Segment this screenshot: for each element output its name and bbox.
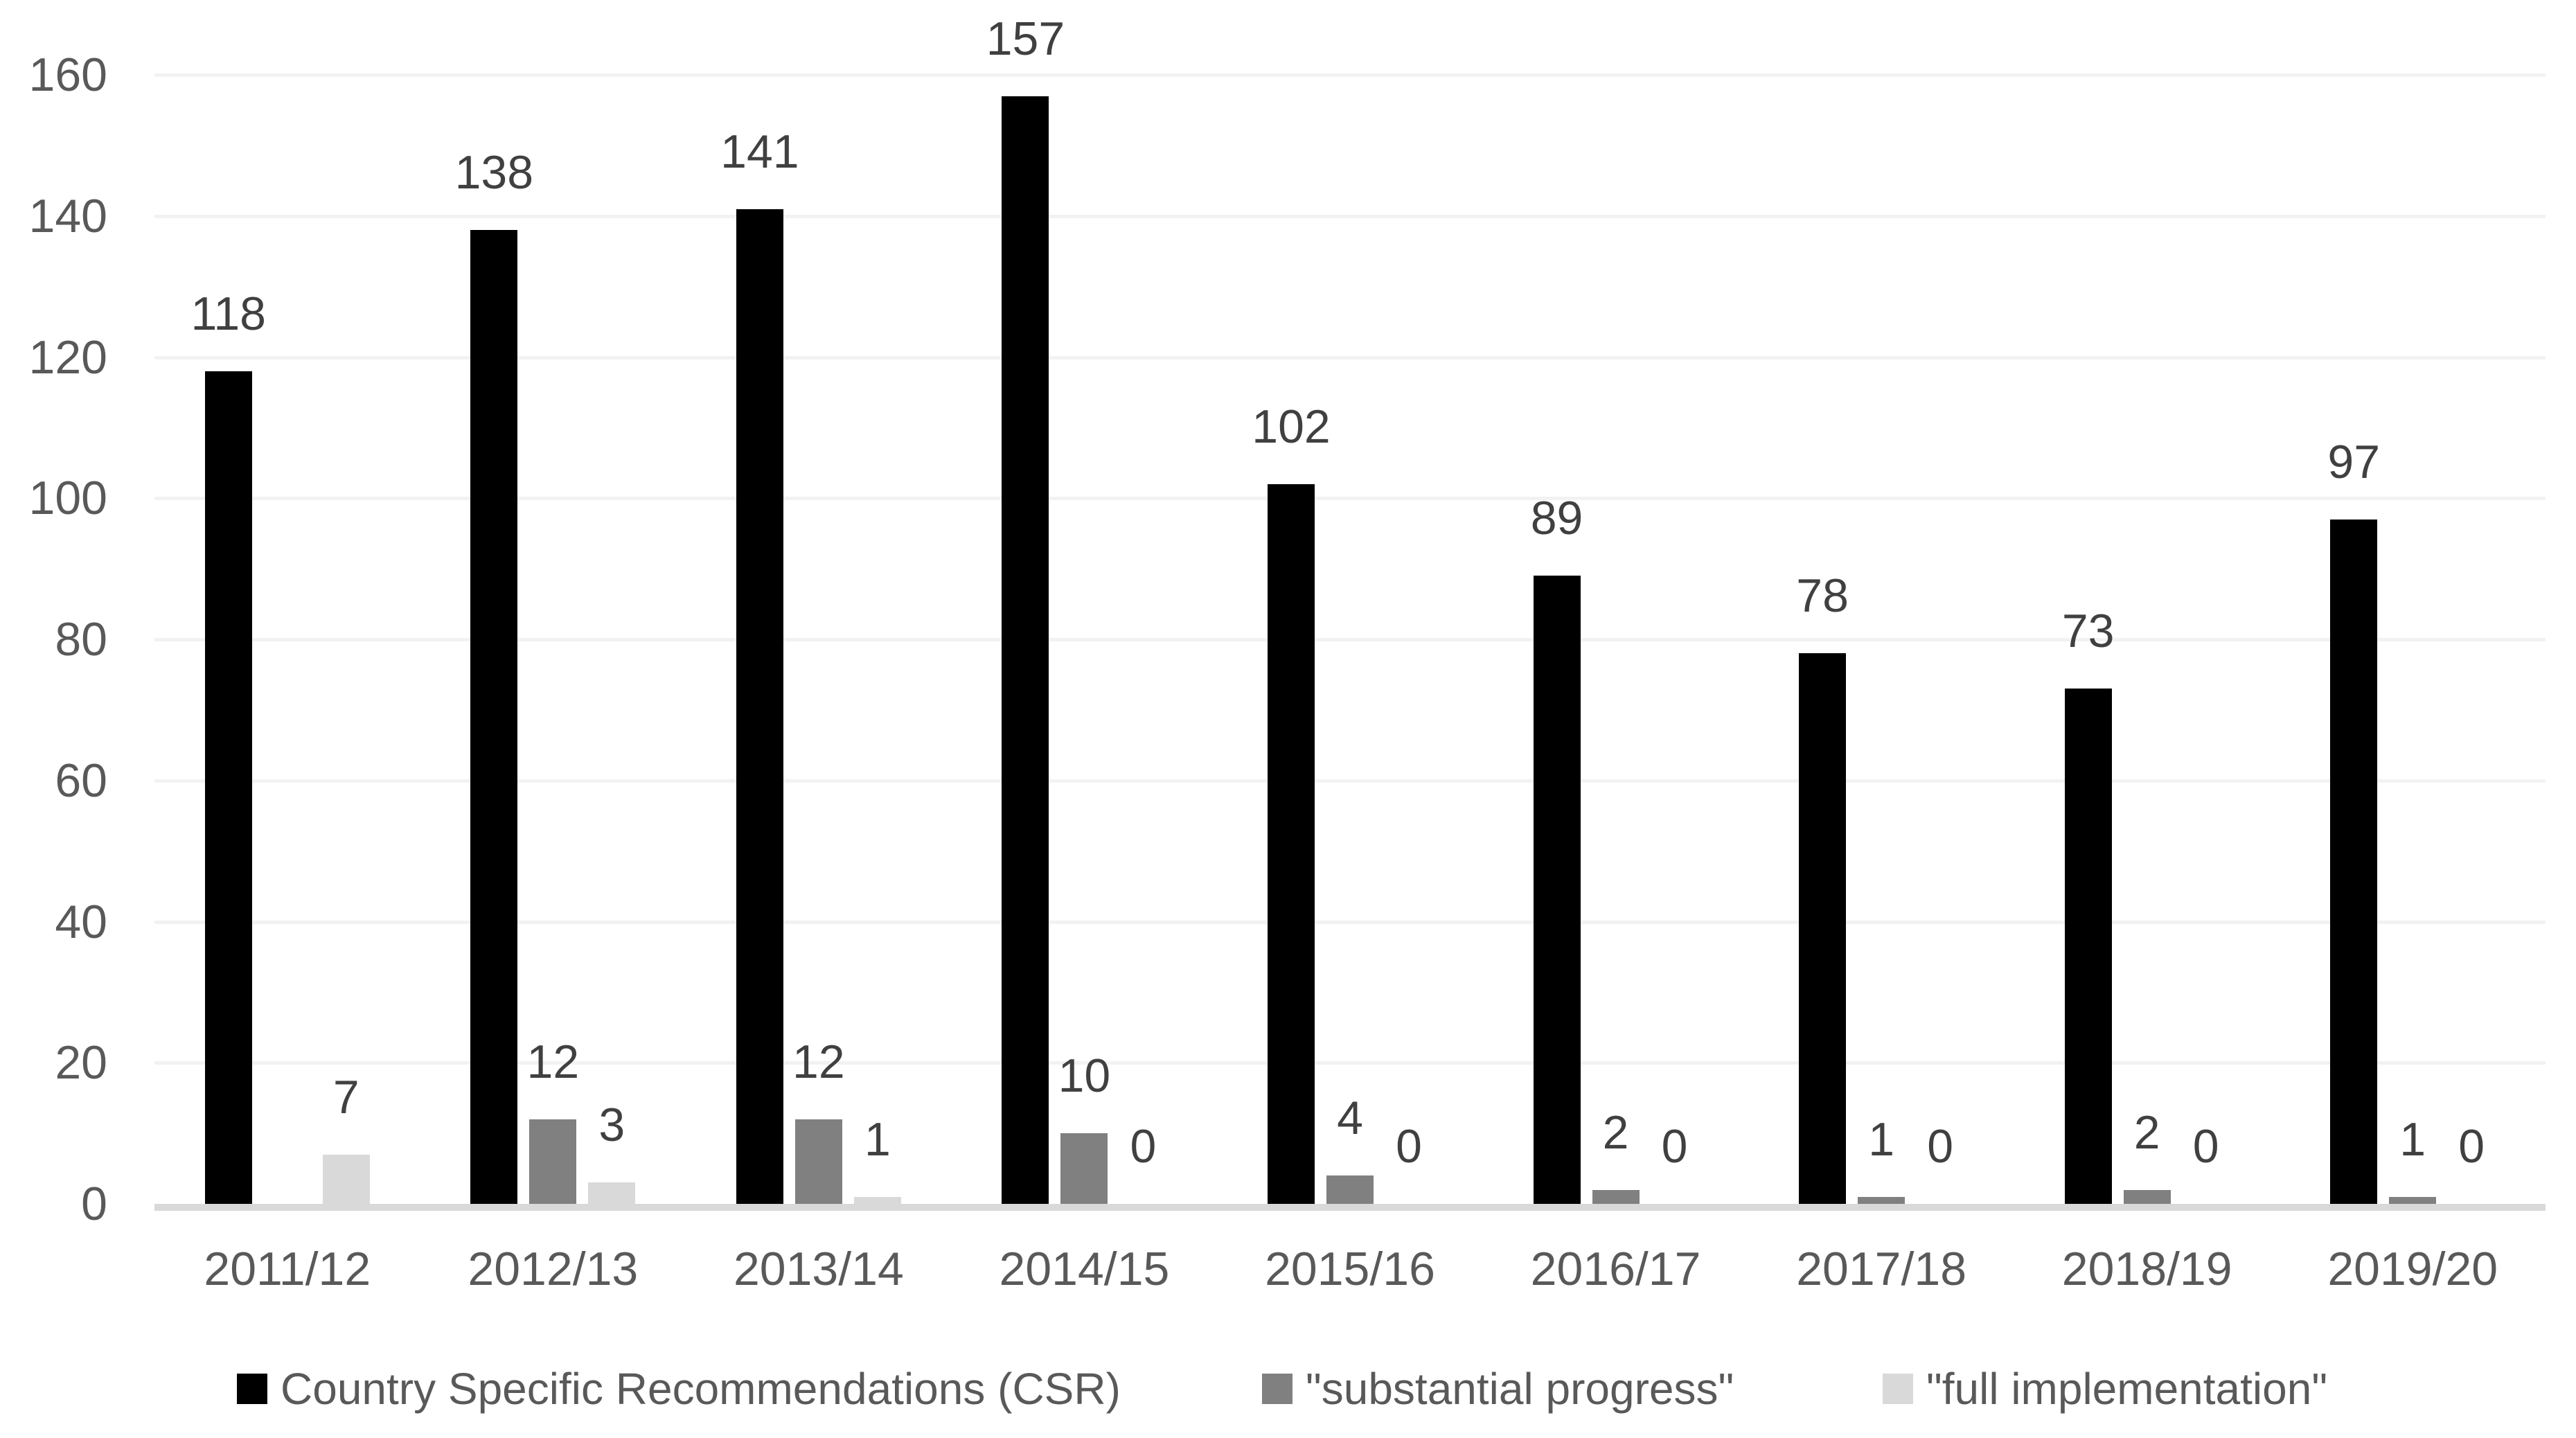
data-label-full-implementation-2018-19: 0 — [2192, 1120, 2219, 1173]
data-label-full-implementation-2019-20: 0 — [2458, 1120, 2485, 1173]
bar-csr-2014-15 — [1002, 96, 1049, 1204]
bar-csr-2015-16 — [1268, 483, 1315, 1204]
bar-csr-2018-19 — [2064, 689, 2112, 1204]
bar-csr-2013-14 — [736, 208, 783, 1204]
bar-substantial-progress-2015-16 — [1326, 1175, 1374, 1204]
bar-full-implementation-2012-13 — [588, 1182, 636, 1204]
data-label-csr-2012-13: 138 — [454, 146, 534, 199]
bar-csr-2016-17 — [1533, 576, 1581, 1204]
x-axis-label-2013-14: 2013/14 — [733, 1243, 904, 1295]
data-label-csr-2013-14: 141 — [720, 125, 799, 178]
gridline-120 — [154, 355, 2546, 360]
legend-swatch-csr — [237, 1374, 267, 1404]
bar-substantial-progress-2016-17 — [1592, 1189, 1640, 1204]
x-axis-label-2017-18: 2017/18 — [1796, 1243, 1967, 1295]
y-tick-label-140: 140 — [28, 189, 107, 242]
legend-item-csr: Country Specific Recommendations (CSR) — [237, 1362, 1121, 1416]
bar-csr-2017-18 — [1799, 653, 1847, 1204]
legend-label-full-implementation: "full implementation" — [1926, 1364, 2328, 1414]
data-label-full-implementation-2012-13: 3 — [598, 1099, 625, 1152]
gridline-40 — [154, 920, 2546, 924]
x-axis-label-2015-16: 2015/16 — [1265, 1243, 1435, 1295]
legend-item-full-implementation: "full implementation" — [1883, 1362, 2327, 1416]
data-label-substantial-progress-2016-17: 2 — [1602, 1106, 1629, 1159]
x-axis-label-2014-15: 2014/15 — [999, 1243, 1170, 1295]
gridline-140 — [154, 214, 2546, 218]
data-label-full-implementation-2015-16: 0 — [1396, 1120, 1422, 1173]
data-label-substantial-progress-2019-20: 1 — [2399, 1112, 2426, 1166]
data-label-full-implementation-2017-18: 0 — [1927, 1120, 1954, 1173]
y-tick-label-0: 0 — [81, 1178, 107, 1230]
data-label-csr-2018-19: 73 — [2061, 605, 2115, 658]
data-label-csr-2019-20: 97 — [2327, 435, 2381, 488]
bar-full-implementation-2011-12 — [322, 1154, 370, 1204]
x-axis-label-2011-12: 2011/12 — [204, 1243, 371, 1295]
data-label-substantial-progress-2014-15: 10 — [1058, 1049, 1111, 1103]
x-axis-label-2019-20: 2019/20 — [2327, 1243, 2498, 1295]
bar-substantial-progress-2012-13 — [529, 1119, 577, 1204]
x-axis-label-2018-19: 2018/19 — [2061, 1243, 2232, 1295]
bar-substantial-progress-2018-19 — [2123, 1189, 2171, 1204]
legend-label-substantial-progress: "substantial progress" — [1306, 1364, 1734, 1414]
data-label-csr-2014-15: 157 — [986, 12, 1065, 65]
x-axis-label-2016-17: 2016/17 — [1530, 1243, 1701, 1295]
y-tick-label-60: 60 — [55, 754, 107, 807]
data-label-full-implementation-2011-12: 7 — [332, 1070, 359, 1124]
gridline-100 — [154, 497, 2546, 501]
bar-csr-2011-12 — [204, 371, 252, 1204]
bar-full-implementation-2013-14 — [853, 1196, 901, 1204]
data-label-csr-2015-16: 102 — [1252, 400, 1331, 453]
gridline-160 — [154, 73, 2546, 77]
data-label-substantial-progress-2017-18: 1 — [1868, 1112, 1895, 1166]
gridline-80 — [154, 638, 2546, 641]
bar-substantial-progress-2014-15 — [1060, 1133, 1108, 1204]
bar-substantial-progress-2017-18 — [1858, 1196, 1906, 1204]
data-label-full-implementation-2013-14: 1 — [864, 1112, 891, 1166]
data-label-csr-2011-12: 118 — [190, 287, 266, 340]
legend-swatch-substantial-progress — [1262, 1374, 1293, 1404]
bar-csr-2012-13 — [470, 230, 518, 1204]
data-label-full-implementation-2016-17: 0 — [1661, 1120, 1688, 1173]
bar-substantial-progress-2019-20 — [2389, 1196, 2437, 1204]
data-label-substantial-progress-2015-16: 4 — [1337, 1092, 1363, 1145]
x-axis-label-2012-13: 2012/13 — [468, 1243, 639, 1295]
y-tick-label-100: 100 — [28, 472, 107, 525]
data-label-substantial-progress-2013-14: 12 — [792, 1035, 845, 1088]
y-tick-label-120: 120 — [28, 330, 107, 384]
data-label-full-implementation-2014-15: 0 — [1130, 1120, 1157, 1173]
legend-item-substantial-progress: "substantial progress" — [1262, 1362, 1734, 1416]
y-tick-label-160: 160 — [28, 48, 107, 101]
data-label-csr-2016-17: 89 — [1530, 492, 1583, 545]
data-label-substantial-progress-2018-19: 2 — [2133, 1106, 2160, 1159]
gridline-60 — [154, 779, 2546, 783]
bar-csr-2019-20 — [2330, 519, 2378, 1204]
x-axis-line — [154, 1204, 2546, 1211]
bar-substantial-progress-2013-14 — [794, 1119, 842, 1204]
legend-swatch-full-implementation — [1883, 1374, 1913, 1404]
y-tick-label-20: 20 — [55, 1036, 107, 1090]
gridline-20 — [154, 1061, 2546, 1065]
data-label-substantial-progress-2012-13: 12 — [526, 1035, 580, 1088]
y-tick-label-40: 40 — [55, 895, 107, 948]
legend-label-csr: Country Specific Recommendations (CSR) — [281, 1364, 1121, 1414]
data-label-csr-2017-18: 78 — [1796, 569, 1849, 623]
y-tick-label-80: 80 — [55, 613, 107, 666]
